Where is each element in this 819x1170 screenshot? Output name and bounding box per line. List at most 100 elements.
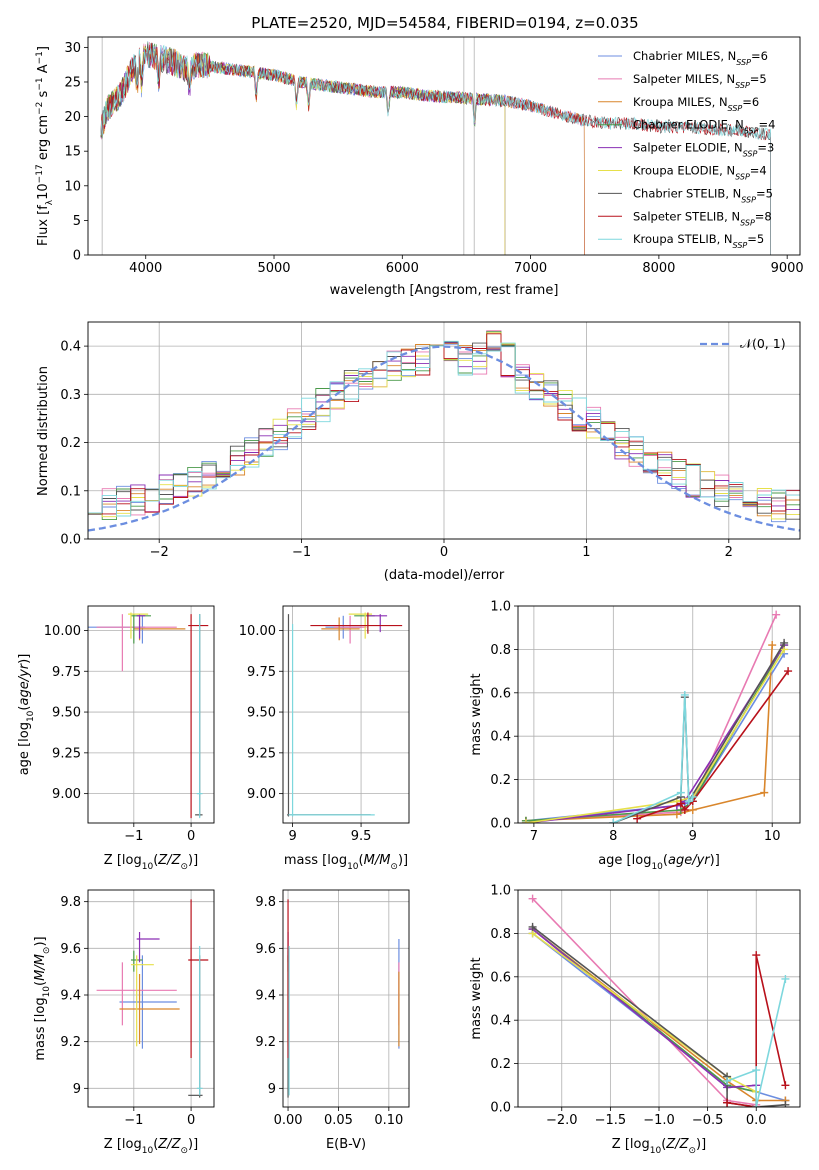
weight-marker (688, 792, 697, 801)
errorbar-point (196, 946, 203, 1096)
errorbar-point (188, 899, 209, 1058)
weight-marker (752, 1066, 761, 1075)
y-tick-label: 9.25 (247, 746, 276, 761)
legend-label: Kroupa ELODIE, NSSP=4 (633, 164, 767, 182)
weight-line (726, 954, 787, 1107)
x-tick-label: −1.0 (643, 1113, 675, 1128)
legend-label: Chabrier ELODIE, NSSP=4 (633, 118, 775, 136)
y-tick-label: 9.75 (52, 665, 81, 680)
plot-area (96, 899, 209, 1098)
y-tick-label: 9.50 (52, 706, 81, 721)
y-tick-label: 10.00 (239, 624, 276, 639)
axes-frame (87, 36, 801, 256)
legend-label: Chabrier STELIB, NSSP=5 (633, 186, 773, 204)
x-tick-label: −1 (124, 1113, 143, 1128)
x-tick-label: −1 (124, 829, 143, 844)
errorbar-point (128, 612, 149, 639)
plot-area (521, 610, 793, 823)
x-tick-label: 0 (187, 1113, 195, 1128)
y-tick-label: 1.0 (490, 600, 511, 615)
errorbar-point (136, 614, 146, 639)
panel-mass-vs-Z: −1 0 9 9.2 9.4 9.6 9.8 Z [log10(Z/Z⊙)] mass [log… (33, 889, 215, 1156)
x-tick-label: 0.00 (274, 1113, 303, 1128)
legend: Chabrier MILES, NSSP=6 Salpeter MILES, NS… (598, 49, 775, 250)
y-tick-label: 0.0 (490, 1101, 511, 1116)
errorbar-point (119, 974, 180, 1044)
x-tick-label: −2.0 (546, 1113, 578, 1128)
panel-age-vs-Z: −1 0 9.00 9.25 9.50 9.75 10.00 Z [log10(Z/Z⊙)] a… (17, 605, 215, 872)
weight-marker (684, 797, 693, 806)
y-axis-label: age [log10(age/yr)] (17, 654, 36, 776)
panel-age-vs-mass: 9 9.5 9.00 9.25 9.50 9.75 10.00 mass [log10(M/M… (239, 605, 410, 872)
weight-line (726, 978, 787, 1107)
errorbar-point (288, 623, 375, 817)
errorbar-point (321, 617, 360, 641)
y-axis-label: mass weight (469, 673, 484, 755)
x-tick-label: 0 (187, 829, 195, 844)
x-tick-label: −1.5 (595, 1113, 627, 1128)
x-tick-label: 9.5 (351, 829, 372, 844)
y-axis-label: Normed distribution (36, 366, 51, 496)
plot-area (287, 899, 400, 1098)
errorbar-point (310, 612, 403, 634)
x-tick-label: 10 (764, 829, 781, 844)
weight-line (525, 653, 785, 822)
spectrum-line (100, 41, 585, 255)
x-tick-label: 6000 (386, 261, 419, 276)
x-tick-label: 0.0 (746, 1113, 767, 1128)
errorbar-point (88, 615, 146, 644)
weight-marker (768, 641, 777, 650)
y-tick-label: 0.1 (60, 484, 81, 499)
weight-line (525, 644, 785, 822)
weight-line (525, 644, 785, 823)
y-tick-label: 1.0 (490, 884, 511, 899)
legend-label: Chabrier MILES, NSSP=6 (633, 49, 768, 67)
errorbar-point (119, 955, 177, 1049)
y-tick-label: 15 (64, 145, 81, 160)
weight-marker (633, 814, 642, 823)
weight-marker (676, 788, 685, 797)
spectrum-line (100, 44, 771, 255)
weight-marker (781, 1100, 790, 1107)
panel-weight-vs-Z: −2.0 −1.5 −1.0 −0.5 0.0 0.0 0.2 0.4 0.6 0.8 1.0 Z [… (469, 884, 801, 1156)
x-tick-label: 0.10 (374, 1113, 403, 1128)
legend-label: Salpeter MILES, NSSP=5 (633, 72, 767, 90)
errorbar-point (188, 614, 209, 819)
y-tick-label: 9.4 (60, 989, 81, 1004)
weight-marker (781, 1081, 790, 1090)
normal-curve (88, 345, 800, 532)
weight-marker (521, 819, 530, 823)
y-tick-label: 20 (64, 110, 81, 125)
errorbar-point (196, 614, 203, 819)
y-tick-label: 30 (64, 41, 81, 56)
x-axis-label: (data-model)/error (384, 568, 505, 583)
figure-title: PLATE=2520, MJD=54584, FIBERID=0194, z=0… (251, 14, 638, 32)
x-axis-label: Z [log10(Z/Z⊙)] (612, 1137, 706, 1156)
spectrum-line (100, 45, 506, 255)
errorbar-point (96, 614, 177, 672)
y-tick-label: 9.00 (247, 787, 276, 802)
y-tick-label: 0.0 (490, 817, 511, 832)
y-tick-label: 9.8 (255, 895, 276, 910)
legend-label: Salpeter STELIB, NSSP=8 (633, 209, 772, 227)
y-axis-label: Flux [fλ10−17 erg cm−2 s−1 A−1] (35, 46, 55, 246)
x-tick-label: 8 (609, 829, 617, 844)
y-tick-label: 0.6 (490, 686, 511, 701)
x-tick-label: 9000 (771, 261, 804, 276)
legend-label: 𝒩(0, 1) (740, 336, 786, 351)
weight-marker (676, 799, 685, 808)
errorbar-point (366, 614, 388, 633)
weight-marker (780, 638, 789, 647)
plot-area (100, 37, 771, 255)
y-tick-label: 0.4 (490, 730, 511, 745)
errorbar-point (133, 617, 186, 641)
errorbar-point (136, 932, 160, 963)
spectrum-line (100, 45, 585, 255)
y-tick-label: 9.6 (60, 942, 81, 957)
y-tick-label: 9.75 (247, 665, 276, 680)
y-tick-label: 9.4 (255, 989, 276, 1004)
x-tick-label: −1 (292, 545, 311, 560)
x-tick-label: 2 (725, 545, 733, 560)
y-tick-label: 9.8 (60, 895, 81, 910)
